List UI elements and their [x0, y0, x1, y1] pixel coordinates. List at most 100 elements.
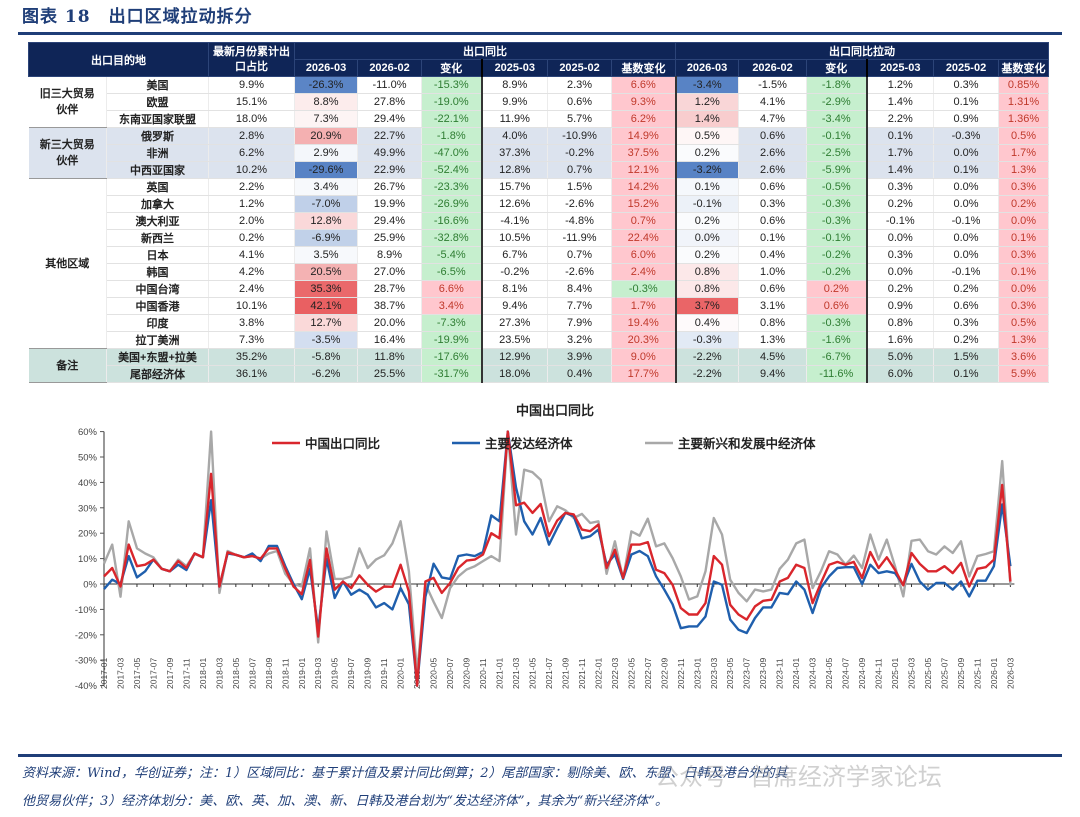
cell-value: 2.4%: [611, 263, 677, 281]
cell-value: 5.9%: [998, 365, 1050, 383]
subheader-pull-2: 变化: [806, 59, 868, 77]
y-tick-label: 20%: [78, 529, 98, 540]
cell-value: -0.3%: [806, 314, 868, 332]
cell-value: -2.6%: [547, 195, 612, 213]
cell-value: 1.7%: [998, 144, 1050, 162]
cell-value: 0.3%: [866, 178, 934, 196]
cell-value: 20.3%: [611, 331, 677, 349]
cell-value: 0.2%: [675, 144, 739, 162]
cell-value: 0.3%: [998, 178, 1050, 196]
cell-value: -0.1%: [866, 212, 934, 230]
cell-value: 3.9%: [547, 348, 612, 366]
cell-value: -0.1%: [675, 195, 739, 213]
cell-value: 8.9%: [357, 246, 422, 264]
cell-value: 1.0%: [738, 263, 807, 281]
x-tick-label: 2022-05: [626, 658, 636, 689]
x-tick-label: 2020-09: [462, 658, 472, 689]
x-tick-label: 2018-11: [280, 658, 290, 689]
cell-value: 0.2%: [866, 195, 934, 213]
cell-value: 0.2%: [208, 229, 295, 247]
cell-value: 3.2%: [547, 331, 612, 349]
title-divider: [18, 32, 1062, 35]
cell-value: -11.6%: [806, 365, 868, 383]
cell-value: 15.7%: [481, 178, 548, 196]
cell-value: 1.2%: [866, 76, 934, 94]
x-tick-label: 2019-05: [330, 658, 340, 689]
cell-value: 0.2%: [866, 280, 934, 298]
x-tick-label: 2018-07: [247, 658, 257, 689]
cell-value: -19.9%: [421, 331, 483, 349]
row-group-label: 旧三大贸易伙伴: [39, 88, 95, 116]
x-tick-label: 2024-05: [824, 658, 834, 689]
cell-value: 0.9%: [866, 297, 934, 315]
cell-value: 0.7%: [611, 212, 677, 230]
x-tick-label: 2025-01: [890, 658, 900, 689]
subheader-pull-3: 2025-03: [866, 59, 934, 77]
cell-value: 0.4%: [738, 246, 807, 264]
subheader-yoy-3: 2025-03: [481, 59, 548, 77]
cell-value: 0.1%: [933, 365, 999, 383]
cell-value: 1.7%: [866, 144, 934, 162]
cell-value: -31.7%: [421, 365, 483, 383]
cell-value: 23.5%: [481, 331, 548, 349]
cell-value: 0.2%: [675, 246, 739, 264]
cell-value: 22.4%: [611, 229, 677, 247]
x-tick-label: 2021-05: [527, 658, 537, 689]
subheader-yoy-0: 2026-03: [294, 59, 358, 77]
series-line-0: [103, 430, 1012, 687]
cell-value: 12.8%: [481, 161, 548, 179]
cell-value: 1.4%: [675, 110, 739, 128]
cell-value: 0.3%: [998, 297, 1050, 315]
cell-value: 4.0%: [481, 127, 548, 145]
y-tick-label: 0%: [83, 580, 97, 591]
cell-value: -22.1%: [421, 110, 483, 128]
cell-value: 29.4%: [357, 110, 422, 128]
subheader-pull-5: 基数变化: [997, 59, 1050, 77]
cell-value: 0.4%: [675, 314, 739, 332]
cell-value: 2.6%: [738, 144, 807, 162]
cell-value: 9.3%: [611, 93, 677, 111]
cell-value: -0.3%: [933, 127, 999, 145]
y-tick-label: -40%: [75, 681, 98, 692]
x-tick-label: 2018-01: [198, 658, 208, 689]
watermark: 公众号 · 首席经济学家论坛: [655, 763, 942, 791]
legend-label-2: 主要新兴和发展中经济体: [678, 436, 816, 451]
cell-value: -1.8%: [806, 76, 868, 94]
x-tick-label: 2024-11: [874, 658, 884, 689]
cell-value: 0.6%: [738, 280, 807, 298]
table-row: 其他区域 英国 2.2% 3.4% 26.7% -23.3% 15.7% 1.5% 14.2% 0…: [28, 178, 1050, 349]
cell-value: 0.7%: [547, 161, 612, 179]
header-yoy-group: 出口同比: [294, 42, 676, 60]
x-tick-label: 2024-03: [808, 658, 818, 689]
cell-value: -0.1%: [933, 263, 999, 281]
x-tick-label: 2026-03: [1005, 658, 1015, 689]
cell-value: 4.2%: [208, 263, 295, 281]
y-tick-label: 60%: [78, 427, 98, 438]
table-row: 新西兰 0.2% -6.9% 25.9% -32.8% 10.5% -11.9% 22.4% 0…: [29, 229, 1050, 247]
cell-value: -0.2%: [806, 263, 868, 281]
cell-value: -32.8%: [421, 229, 483, 247]
table-row: 旧三大贸易伙伴 美国 9.9% -26.3% -11.0% -15.3% 8.9% 2.3% 6…: [28, 76, 1050, 128]
x-tick-label: 2019-09: [363, 658, 373, 689]
cell-value: 2.9%: [294, 144, 358, 162]
x-tick-label: 2025-05: [923, 658, 933, 689]
cell-value: 14.9%: [611, 127, 677, 145]
cell-value: -7.0%: [294, 195, 358, 213]
cell-value: -16.6%: [421, 212, 483, 230]
subheader-yoy-5: 基数变化: [611, 59, 676, 77]
table-row: 欧盟 15.1% 8.8% 27.8% -19.0% 9.9% 0.6% 9.3% 1.2% 4.…: [29, 93, 1050, 111]
cell-value: -2.2%: [675, 365, 739, 383]
y-tick-label: 10%: [78, 554, 98, 565]
cell-value: -2.5%: [806, 144, 868, 162]
x-tick-label: 2025-03: [907, 658, 917, 689]
cell-value: 10.5%: [481, 229, 548, 247]
x-tick-label: 2025-11: [972, 658, 982, 689]
cell-value: 9.9%: [481, 93, 548, 111]
table-row: 日本 4.1% 3.5% 8.9% -5.4% 6.7% 0.7% 6.0% 0.2% 0.4% -…: [29, 246, 1050, 264]
cell-value: -5.9%: [806, 161, 868, 179]
x-tick-label: 2019-01: [297, 658, 307, 689]
cell-value: 0.2%: [933, 280, 999, 298]
cell-value: 0.3%: [998, 246, 1050, 264]
y-tick-label: -10%: [75, 605, 98, 616]
cell-value: 2.3%: [547, 76, 612, 94]
